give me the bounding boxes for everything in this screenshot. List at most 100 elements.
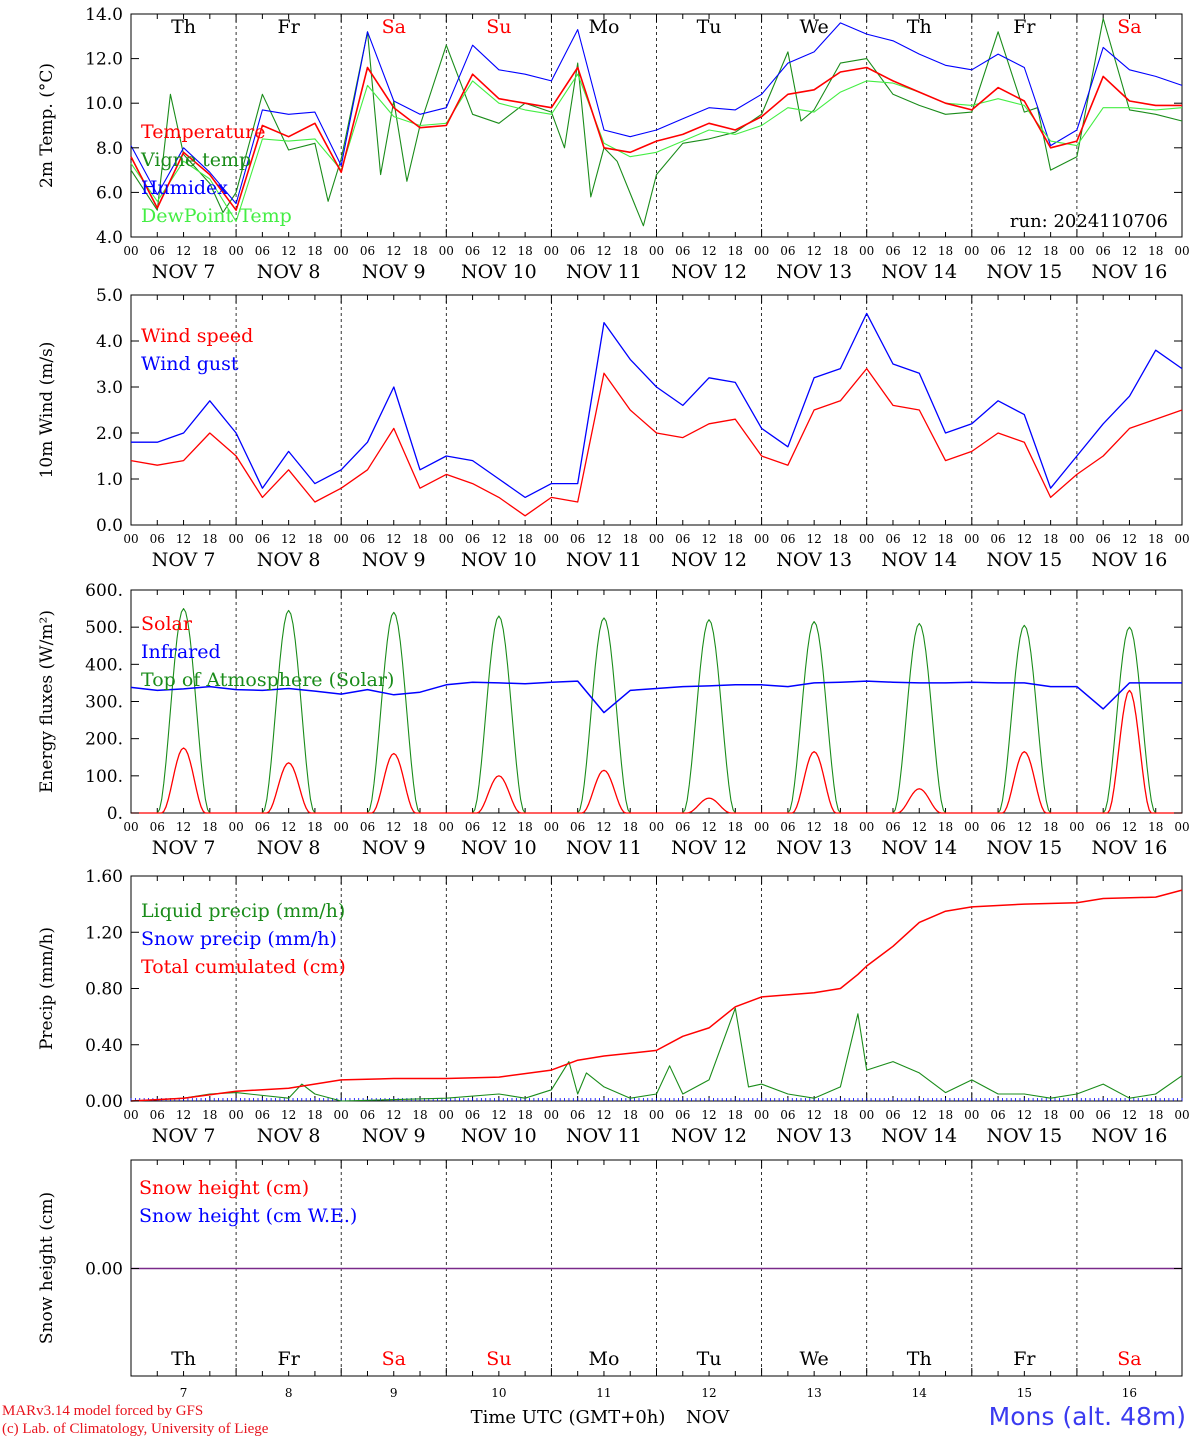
date-label: NOV 7 xyxy=(152,1125,216,1147)
date-label: NOV 14 xyxy=(881,1125,957,1147)
hour-tick-label: 06 xyxy=(885,820,900,834)
date-label: NOV 12 xyxy=(671,261,747,283)
panel-3-frame xyxy=(130,589,1183,814)
hour-tick-label: 00 xyxy=(649,1108,664,1122)
hour-tick-label: 12 xyxy=(912,532,927,546)
weekday-label: Th xyxy=(907,16,932,38)
weekday-label: Mo xyxy=(588,16,619,38)
date-label: NOV 13 xyxy=(776,1125,852,1147)
hour-tick-label: 12 xyxy=(912,244,927,258)
hour-tick-label: 12 xyxy=(701,1108,716,1122)
hour-tick-label: 06 xyxy=(465,1108,480,1122)
hour-tick-label: 00 xyxy=(228,1108,243,1122)
hour-tick-label: 06 xyxy=(990,532,1005,546)
date-label: NOV 11 xyxy=(566,549,642,571)
date-label: NOV 15 xyxy=(986,261,1062,283)
hour-tick-label: 00 xyxy=(123,244,138,258)
weekday-label: We xyxy=(800,16,829,38)
series-line-wind-speed xyxy=(130,367,1183,517)
hour-tick-label: 12 xyxy=(386,532,401,546)
y-tick-label: 8.0 xyxy=(96,139,123,159)
hour-tick-label: 18 xyxy=(307,244,322,258)
day-number-label: 14 xyxy=(912,1386,928,1400)
hour-tick-label: 00 xyxy=(859,1108,874,1122)
hour-tick-label: 18 xyxy=(307,532,322,546)
date-label: NOV 15 xyxy=(986,837,1062,859)
weekday-label: Su xyxy=(486,1348,511,1370)
hour-tick-label: 00 xyxy=(859,244,874,258)
date-label: NOV 16 xyxy=(1092,837,1168,859)
hour-tick-label: 00 xyxy=(649,532,664,546)
hour-tick-label: 00 xyxy=(439,244,454,258)
y-tick-label: 0.00 xyxy=(85,1092,123,1112)
hour-tick-label: 06 xyxy=(1096,820,1111,834)
hour-tick-label: 12 xyxy=(596,532,611,546)
hour-tick-label: 06 xyxy=(570,820,585,834)
hour-tick-label: 06 xyxy=(675,244,690,258)
hour-tick-label: 00 xyxy=(228,820,243,834)
weekday-label: Sa xyxy=(1117,16,1141,38)
hour-tick-label: 18 xyxy=(938,1108,953,1122)
hour-tick-label: 12 xyxy=(596,1108,611,1122)
hour-tick-label: 18 xyxy=(833,1108,848,1122)
date-label: NOV 12 xyxy=(671,837,747,859)
y-tick-label: 0.00 xyxy=(85,1260,123,1280)
hour-tick-label: 06 xyxy=(360,820,375,834)
hour-tick-label: 06 xyxy=(885,244,900,258)
y-tick-label: 12.0 xyxy=(85,50,123,70)
day-number-label: 16 xyxy=(1122,1386,1137,1400)
hour-tick-label: 06 xyxy=(1096,1108,1111,1122)
day-number-label: 15 xyxy=(1017,1386,1032,1400)
hour-tick-label: 00 xyxy=(754,820,769,834)
y-axis-label: Snow height (cm) xyxy=(37,1192,57,1344)
legend-entry: Snow height (cm) xyxy=(139,1177,309,1199)
hour-tick-label: 12 xyxy=(1122,244,1137,258)
weekday-label: Fr xyxy=(278,1348,301,1370)
hour-tick-label: 06 xyxy=(1096,532,1111,546)
hour-tick-label: 06 xyxy=(255,244,270,258)
hour-tick-label: 06 xyxy=(885,532,900,546)
hour-tick-label: 18 xyxy=(1043,1108,1058,1122)
hour-tick-label: 06 xyxy=(255,820,270,834)
hour-tick-label: 18 xyxy=(833,244,848,258)
date-label: NOV 14 xyxy=(881,549,957,571)
hour-tick-label: 00 xyxy=(859,820,874,834)
hour-tick-label: 12 xyxy=(491,1108,506,1122)
date-label: NOV 10 xyxy=(461,1125,537,1147)
hour-tick-label: 00 xyxy=(649,820,664,834)
series-line-solar xyxy=(131,689,1182,814)
hour-tick-label: 12 xyxy=(1017,244,1032,258)
date-label: NOV 8 xyxy=(257,549,321,571)
hour-tick-label: 12 xyxy=(176,1108,191,1122)
hour-tick-label: 12 xyxy=(281,820,296,834)
y-tick-label: 0. xyxy=(107,804,123,824)
hour-tick-label: 00 xyxy=(754,1108,769,1122)
hour-tick-label: 18 xyxy=(202,532,217,546)
hour-tick-label: 00 xyxy=(964,532,979,546)
day-number-label: 8 xyxy=(285,1386,293,1400)
legend-entry: Vigne temp xyxy=(140,149,251,171)
day-number-label: 9 xyxy=(390,1386,398,1400)
hour-tick-label: 00 xyxy=(964,1108,979,1122)
date-label: NOV 12 xyxy=(671,549,747,571)
hour-tick-label: 06 xyxy=(780,244,795,258)
legend-entry: Total cumulated (cm) xyxy=(141,956,346,978)
legend-entry: Snow precip (mm/h) xyxy=(141,928,337,950)
hour-tick-label: 00 xyxy=(228,244,243,258)
date-label: NOV 11 xyxy=(566,837,642,859)
legend-entry: Top of Atmosphere (Solar) xyxy=(141,669,394,691)
hour-tick-label: 18 xyxy=(1148,532,1163,546)
hour-tick-label: 06 xyxy=(360,1108,375,1122)
y-tick-label: 2.0 xyxy=(96,424,123,444)
hour-tick-label: 12 xyxy=(701,244,716,258)
legend-entry: Wind speed xyxy=(141,325,253,347)
hour-tick-label: 00 xyxy=(1069,1108,1084,1122)
hour-tick-label: 18 xyxy=(623,820,638,834)
hour-tick-label: 06 xyxy=(255,532,270,546)
date-label: NOV 14 xyxy=(881,837,957,859)
weekday-label: Mo xyxy=(588,1348,619,1370)
y-tick-label: 6.0 xyxy=(96,183,123,203)
hour-tick-label: 00 xyxy=(1174,1108,1189,1122)
hour-tick-label: 00 xyxy=(334,532,349,546)
